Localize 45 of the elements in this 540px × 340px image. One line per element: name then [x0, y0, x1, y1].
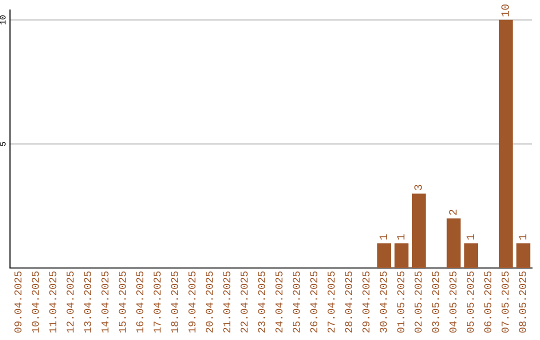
data-label: 2 [449, 210, 457, 215]
x-tick-label: 14.04.2025 [101, 271, 108, 333]
x-tick-label: 21.04.2025 [223, 271, 230, 333]
x-tick-label: 25.04.2025 [292, 271, 300, 333]
x-tick-label: 01.05.2025 [397, 271, 404, 333]
bar [394, 243, 408, 268]
x-tick-label: 18.04.2025 [171, 271, 178, 333]
x-tick-label: 27.04.2025 [328, 271, 335, 333]
bar [412, 194, 426, 268]
data-label: 1 [380, 234, 387, 240]
x-tick-label: 07.05.2025 [502, 271, 509, 333]
x-tick-label: 26.04.2025 [310, 271, 318, 333]
x-tick-label: 30.04.2025 [380, 271, 387, 333]
x-tick-label: 06.05.2025 [484, 271, 492, 333]
x-tick-label: 20.04.2025 [206, 271, 213, 333]
bar [464, 243, 478, 268]
x-tick-label: 28.04.2025 [345, 271, 352, 333]
x-tick-label: 13.04.2025 [84, 271, 92, 333]
data-label: 3 [414, 184, 422, 190]
x-tick-label: 11.04.2025 [49, 271, 56, 333]
x-tick-label: 17.04.2025 [154, 271, 161, 333]
x-tick-label: 15.04.2025 [118, 271, 126, 333]
x-tick-label: 22.04.2025 [240, 271, 248, 333]
y-tick-label: 5 [0, 142, 6, 146]
x-tick-label: 04.05.2025 [449, 271, 456, 333]
x-tick-label: 24.04.2025 [275, 271, 282, 333]
x-tick-label: 05.05.2025 [466, 271, 474, 333]
data-label: 1 [466, 234, 474, 240]
x-tick-label: 08.05.2025 [519, 271, 526, 333]
x-tick-label: 09.04.2025 [14, 271, 22, 333]
data-label: 10 [501, 4, 509, 16]
x-tick-label: 10.04.2025 [32, 271, 39, 333]
x-tick-label: 03.05.2025 [432, 271, 440, 333]
x-tick-label: 19.04.2025 [188, 271, 196, 333]
x-tick-label: 23.04.2025 [258, 271, 266, 333]
bar [377, 243, 392, 268]
x-tick-label: 02.05.2025 [414, 271, 422, 333]
x-tick-label: 29.04.2025 [362, 271, 370, 333]
x-tick-label: 16.04.2025 [136, 271, 144, 333]
bar [446, 218, 461, 268]
x-tick-label: 12.04.2025 [66, 271, 74, 333]
bar [516, 243, 530, 268]
data-label: 1 [518, 234, 526, 240]
bar [498, 20, 513, 268]
data-label: 1 [397, 234, 404, 240]
